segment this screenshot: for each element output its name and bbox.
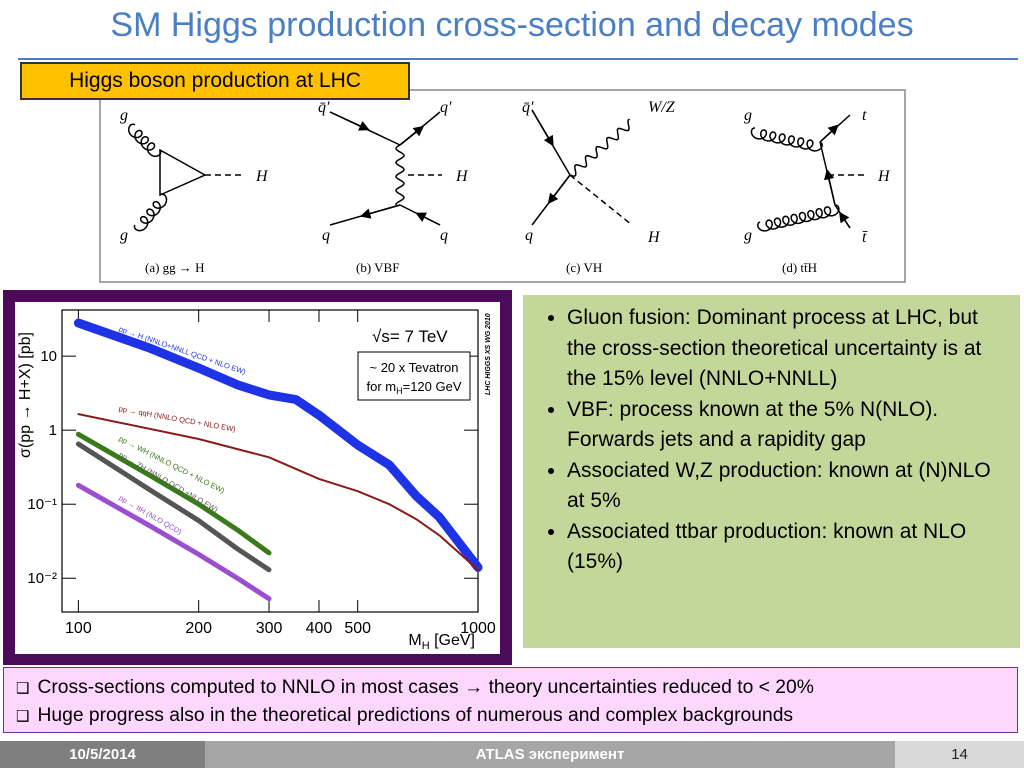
x-axis-label: MH [GeV] <box>408 632 475 652</box>
footer: 10/5/2014 ATLAS эксперимент 14 <box>0 741 1024 768</box>
fermion-arrow <box>399 125 425 146</box>
y-axis-label: σ(pp → H+X) [pb] <box>17 332 34 458</box>
fermion-arrow <box>329 111 370 131</box>
notes-box: Cross-sections computed to NNLO in most … <box>3 667 1018 733</box>
fermion-arrow <box>839 211 851 229</box>
diagram-label: g <box>120 227 128 244</box>
gluon <box>127 123 162 158</box>
diagram-label: H <box>455 168 469 185</box>
y-tick-label: 10⁻¹ <box>27 496 57 513</box>
boson <box>395 144 405 206</box>
y-tick-label: 1 <box>49 422 57 439</box>
feynman-diagrams <box>127 109 865 232</box>
callout-part: for m <box>366 379 396 394</box>
series-line <box>75 431 272 556</box>
diagram-captions: (a) gg → H (b) VBF (c) VH (d) tt̄H <box>145 260 817 275</box>
note: Huge progress also in the theoretical pr… <box>16 702 1017 730</box>
diagram-label: q̄′ <box>522 99 534 116</box>
section-tag: Higgs boson production at LHC <box>20 62 410 100</box>
diagram-label: q′ <box>440 99 452 116</box>
diagram-label: q <box>440 227 448 244</box>
diagram-label: H <box>647 229 661 246</box>
bullet-box: Gluon fusion: Dominant process at LHC, b… <box>523 295 1020 648</box>
footer-page: 14 <box>895 741 1024 768</box>
x-tick-label: 300 <box>256 620 283 637</box>
diagram-label: H <box>877 168 891 185</box>
diagram-label: t <box>862 107 867 124</box>
diagram-caption: (a) gg → H <box>145 260 205 275</box>
diagram-label: g <box>744 107 752 124</box>
callout-text: ~ 20 x Tevatron <box>369 360 458 375</box>
diagram-label: q <box>322 227 330 244</box>
diagram-label: g <box>120 107 128 124</box>
watermark: LHC HIGGS XS WG 2010 <box>485 313 492 395</box>
triangle-loop <box>159 148 207 197</box>
note: Cross-sections computed to NNLO in most … <box>16 674 1017 702</box>
series-line <box>75 441 272 573</box>
bullet: Associated W,Z production: known at (N)N… <box>567 456 1002 517</box>
footer-date: 10/5/2014 <box>0 741 205 768</box>
plot-frame <box>61 309 479 613</box>
fermion-arrow <box>824 168 836 206</box>
diagram-label: t̄ <box>862 229 868 246</box>
footer-center: ATLAS эксперимент <box>205 741 895 768</box>
x-label-sub: H <box>422 640 430 652</box>
x-tick-label: 500 <box>344 620 371 637</box>
callout-box <box>357 351 471 401</box>
x-tick-label: 1000 <box>460 620 496 637</box>
diagram-label: W/Z <box>648 99 676 116</box>
fermion-arrow <box>531 109 554 147</box>
diagram-caption: (b) VBF <box>356 260 399 275</box>
x-tick-label: 100 <box>65 620 92 637</box>
series-line <box>73 318 483 572</box>
fermion-arrow <box>359 204 401 219</box>
bullet: Gluon fusion: Dominant process at LHC, b… <box>567 303 1002 395</box>
callout-sub: H <box>396 386 403 396</box>
x-label-part: M <box>408 632 421 649</box>
diagram-labels: g g H q̄′ q′ H q q q̄′ W/Z q H g t H g t… <box>120 99 891 246</box>
fermion-arrow <box>415 212 441 226</box>
x-tick-label: 400 <box>306 620 333 637</box>
diagram-box <box>99 89 906 283</box>
callout-text: for mH=120 GeV <box>366 379 461 396</box>
callout-part: =120 GeV <box>403 379 462 394</box>
bullet: VBF: process known at the 5% N(NLO). For… <box>567 395 1002 456</box>
boson <box>569 118 630 177</box>
series-line <box>75 482 272 602</box>
slide-title: SM Higgs production cross-section and de… <box>110 6 914 44</box>
fermion-arrow <box>547 174 571 205</box>
y-tick-label: 10⁻² <box>27 570 57 587</box>
series-line <box>77 413 479 571</box>
higgs-line <box>569 174 633 226</box>
bullet-list: Gluon fusion: Dominant process at LHC, b… <box>567 303 1002 578</box>
bullet: Associated ttbar production: known at NL… <box>567 517 1002 578</box>
y-tick-label: 10 <box>40 348 57 365</box>
energy-label: √s= 7 TeV <box>372 327 448 346</box>
diagram-label: H <box>255 168 269 185</box>
gluon <box>750 127 823 152</box>
title-rule <box>18 58 1018 60</box>
gluon <box>757 204 840 232</box>
diagram-caption: (d) tt̄H <box>782 260 817 275</box>
gluon <box>133 193 168 232</box>
fermion-arrow <box>819 124 839 143</box>
diagram-label: g <box>744 227 752 244</box>
x-tick-label: 200 <box>185 620 212 637</box>
diagram-label: q <box>525 227 533 244</box>
diagram-label: q̄′ <box>318 99 330 116</box>
x-label-part: [GeV] <box>430 632 475 649</box>
diagram-caption: (c) VH <box>566 260 602 275</box>
